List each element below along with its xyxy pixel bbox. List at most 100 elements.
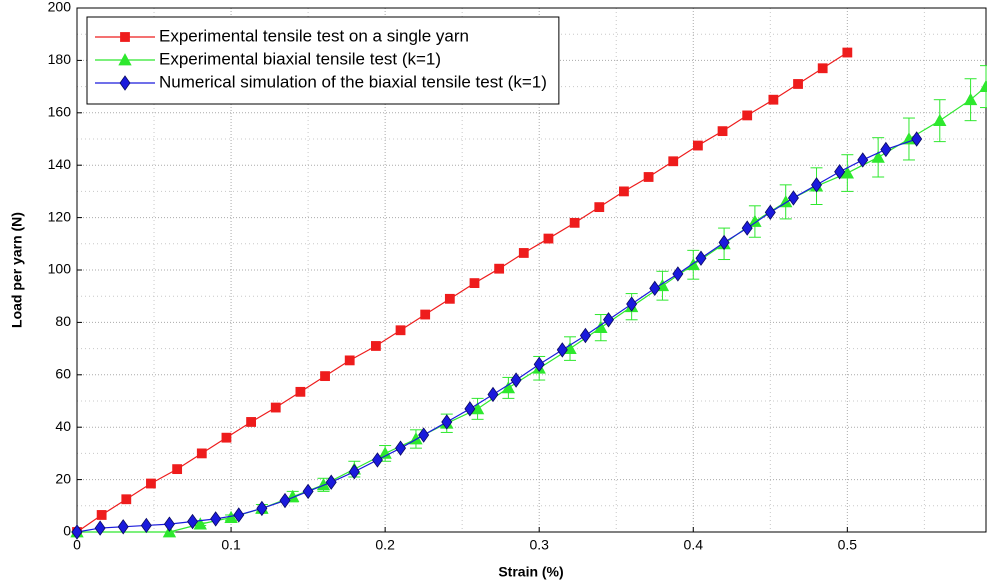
marker xyxy=(469,278,480,289)
marker xyxy=(603,312,615,328)
marker xyxy=(395,325,406,336)
marker xyxy=(210,511,222,527)
marker xyxy=(649,280,661,297)
marker xyxy=(193,517,207,530)
marker xyxy=(741,220,753,236)
marker xyxy=(933,113,947,127)
marker xyxy=(444,293,455,304)
marker xyxy=(911,131,923,147)
legend-marker xyxy=(119,75,131,91)
x-tick-label: 0.2 xyxy=(375,537,395,553)
marker xyxy=(140,517,152,534)
legend: Experimental tensile test on a single ya… xyxy=(86,16,560,105)
marker xyxy=(121,494,132,505)
marker xyxy=(221,432,232,443)
x-tick-label: 0 xyxy=(73,537,81,553)
marker xyxy=(686,257,700,271)
marker xyxy=(626,296,638,312)
marker xyxy=(302,483,314,500)
marker xyxy=(246,417,256,427)
marker xyxy=(279,492,291,509)
marker xyxy=(556,342,568,358)
marker xyxy=(233,507,245,523)
marker xyxy=(187,513,199,530)
marker xyxy=(643,172,654,182)
x-tick-label: 0.5 xyxy=(838,537,858,553)
y-tick-label: 0 xyxy=(63,523,71,539)
marker xyxy=(857,152,869,168)
y-axis-title: Load per yarn (N) xyxy=(9,212,25,328)
marker xyxy=(344,355,355,366)
marker xyxy=(619,186,629,197)
y-tick-label: 180 xyxy=(48,51,72,67)
marker xyxy=(695,250,707,266)
legend-marker xyxy=(118,53,132,66)
marker xyxy=(117,519,129,535)
marker xyxy=(325,474,337,490)
marker xyxy=(793,79,803,89)
marker xyxy=(96,510,107,520)
marker xyxy=(510,372,522,388)
marker xyxy=(817,63,828,74)
marker xyxy=(163,516,175,532)
marker xyxy=(787,190,799,206)
y-tick-label: 40 xyxy=(55,418,71,434)
marker xyxy=(979,79,987,92)
marker xyxy=(579,327,591,344)
legend-text: Experimental biaxial tensile test (k=1) xyxy=(159,49,441,68)
marker xyxy=(395,440,407,456)
x-tick-label: 0.1 xyxy=(221,537,241,553)
marker xyxy=(370,341,381,351)
marker xyxy=(543,233,554,244)
y-tick-label: 60 xyxy=(55,366,71,382)
marker xyxy=(717,126,728,137)
marker xyxy=(811,177,823,193)
marker xyxy=(768,94,779,105)
marker xyxy=(834,164,846,180)
y-tick-label: 120 xyxy=(48,208,72,224)
y-tick-label: 140 xyxy=(48,156,72,172)
marker xyxy=(464,401,476,417)
marker xyxy=(295,386,306,397)
marker xyxy=(420,309,431,320)
marker xyxy=(270,402,281,413)
marker xyxy=(594,202,605,213)
marker xyxy=(348,464,360,480)
y-tick-label: 20 xyxy=(55,470,71,486)
marker xyxy=(256,500,268,517)
legend-marker xyxy=(120,32,130,42)
marker xyxy=(672,266,684,282)
x-tick-label: 0.3 xyxy=(529,537,549,553)
marker xyxy=(518,248,529,258)
marker xyxy=(172,464,183,475)
marker xyxy=(94,520,106,536)
y-tick-label: 100 xyxy=(48,261,72,277)
x-tick-label: 0.4 xyxy=(684,537,704,553)
marker xyxy=(378,446,392,459)
marker xyxy=(764,204,776,221)
marker xyxy=(533,356,545,373)
marker xyxy=(963,92,978,106)
y-tick-label: 160 xyxy=(48,104,72,120)
legend-box xyxy=(86,16,560,105)
marker xyxy=(718,234,730,251)
legend-text: Experimental tensile test on a single ya… xyxy=(159,26,469,45)
marker xyxy=(320,371,330,382)
marker xyxy=(569,217,580,228)
y-tick-label: 200 xyxy=(48,0,72,15)
marker xyxy=(71,524,83,540)
marker xyxy=(871,150,885,163)
marker xyxy=(842,47,853,58)
marker xyxy=(880,141,892,158)
marker xyxy=(692,140,703,151)
y-tick-label: 80 xyxy=(55,313,71,329)
marker xyxy=(418,427,430,443)
marker xyxy=(371,452,383,468)
legend-text: Numerical simulation of the biaxial tens… xyxy=(159,72,547,91)
marker xyxy=(487,386,499,403)
marker xyxy=(146,478,156,489)
marker xyxy=(668,156,679,167)
x-axis-title: Strain (%) xyxy=(498,564,563,580)
marker xyxy=(441,414,453,430)
